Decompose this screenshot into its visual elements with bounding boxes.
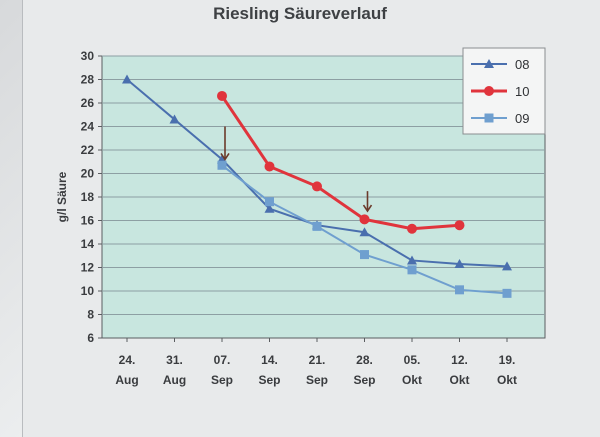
y-tick-label: 22 xyxy=(81,143,95,157)
legend-marker-08 xyxy=(484,59,494,68)
legend-label-10: 10 xyxy=(515,84,529,99)
x-tick-label: Okt xyxy=(402,373,422,387)
series-line-10 xyxy=(220,95,460,231)
x-tick-label: Sep xyxy=(306,373,328,387)
data-point-08 xyxy=(122,74,132,84)
x-tick-label: Sep xyxy=(258,373,280,387)
legend-label-08: 08 xyxy=(515,57,529,72)
data-point-10 xyxy=(407,223,417,234)
x-tick-label: 24. xyxy=(119,353,136,367)
y-tick-label: 6 xyxy=(87,331,94,345)
y-tick-label: 12 xyxy=(81,261,95,275)
data-point-08 xyxy=(359,227,370,237)
data-point-09 xyxy=(455,285,464,295)
data-point-08 xyxy=(264,203,275,213)
annotation-arrow-head xyxy=(362,204,373,213)
data-point-10 xyxy=(454,220,465,231)
y-tick-label: 16 xyxy=(81,214,95,228)
y-tick-label: 18 xyxy=(81,190,95,204)
y-tick-label: 14 xyxy=(81,237,95,251)
data-point-10 xyxy=(359,214,370,225)
legend-marker-10 xyxy=(484,86,494,96)
legend-marker-09 xyxy=(484,113,494,123)
x-tick-label: Sep xyxy=(353,373,375,387)
data-point-09 xyxy=(502,288,512,298)
x-tick-label: 07. xyxy=(214,353,231,367)
x-tick-label: 19. xyxy=(499,353,516,367)
annotation-arrow-head xyxy=(220,152,230,161)
data-point-09 xyxy=(360,250,369,260)
x-tick-label: Okt xyxy=(497,373,517,387)
y-tick-label: 10 xyxy=(81,284,95,298)
data-point-09 xyxy=(312,221,322,231)
data-point-10 xyxy=(264,161,275,172)
data-point-08 xyxy=(407,255,417,265)
chart-title: Riesling Säureverlauf xyxy=(213,4,387,23)
x-tick-label: 21. xyxy=(309,353,326,367)
y-tick-label: 20 xyxy=(81,167,95,181)
data-point-08 xyxy=(502,261,512,271)
y-tick-label: 26 xyxy=(81,96,95,110)
y-tick-label: 8 xyxy=(87,308,94,322)
x-tick-label: 12. xyxy=(451,353,468,367)
x-tick-label: Aug xyxy=(163,373,186,387)
data-point-09 xyxy=(265,197,274,207)
x-tick-label: 31. xyxy=(166,353,183,367)
data-point-08 xyxy=(454,258,465,268)
x-tick-label: Aug xyxy=(115,373,138,387)
legend-label-09: 09 xyxy=(515,111,529,126)
data-point-08 xyxy=(169,114,180,124)
y-tick-label: 30 xyxy=(81,49,95,63)
x-tick-label: 28. xyxy=(356,353,373,367)
y-axis-label: g/l Säure xyxy=(55,171,69,222)
x-tick-label: Okt xyxy=(449,373,469,387)
data-point-10 xyxy=(217,90,227,101)
x-tick-label: 14. xyxy=(261,353,278,367)
data-point-09 xyxy=(217,160,227,170)
data-point-10 xyxy=(312,181,322,192)
y-tick-label: 24 xyxy=(81,120,95,134)
y-tick-label: 28 xyxy=(81,73,95,87)
x-tick-label: 05. xyxy=(404,353,421,367)
data-point-09 xyxy=(407,265,417,275)
x-tick-label: Sep xyxy=(211,373,233,387)
